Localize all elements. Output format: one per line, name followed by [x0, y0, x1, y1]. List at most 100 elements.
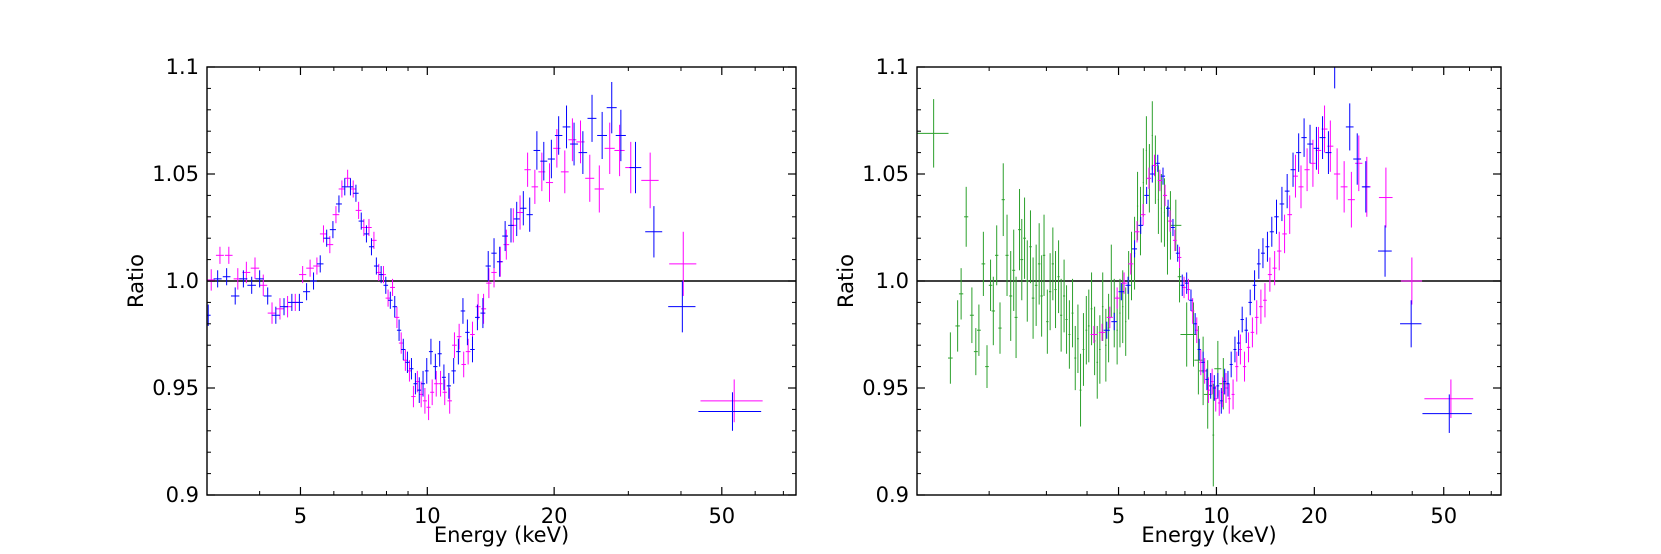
data-point — [1114, 287, 1120, 309]
data-point — [344, 169, 351, 187]
data-point — [1184, 272, 1189, 294]
data-point — [981, 231, 986, 296]
x-tick-label: 5 — [1112, 504, 1125, 528]
data-point — [1189, 289, 1193, 311]
data-point — [1125, 276, 1131, 294]
data-point — [422, 388, 427, 414]
data-point — [1240, 306, 1244, 333]
data-point — [560, 150, 569, 194]
data-point — [452, 332, 457, 359]
data-point — [207, 269, 215, 291]
data-point — [1217, 390, 1221, 416]
data-point — [1128, 253, 1134, 275]
data-point — [371, 231, 377, 249]
data-point — [1145, 116, 1147, 185]
data-point — [415, 370, 420, 393]
data-point — [604, 122, 615, 174]
data-point — [313, 257, 321, 275]
data-point — [1378, 225, 1392, 277]
data-point — [222, 268, 231, 286]
data-point — [1134, 221, 1140, 243]
right-ratio-panel: 0.9 0.95 1.0 1.05 1.1 5 10 20 50 Energy (keV) Rati… — [834, 55, 1502, 547]
data-point — [1267, 257, 1272, 292]
data-point — [1152, 154, 1157, 177]
data-point — [1051, 227, 1054, 301]
x-tick-label: 50 — [708, 504, 735, 528]
data-point — [526, 197, 533, 232]
data-point — [503, 229, 510, 260]
data-point — [1242, 351, 1247, 382]
data-point — [433, 353, 438, 380]
data-point — [1018, 188, 1021, 271]
data-point — [1048, 253, 1052, 331]
data-point — [1265, 231, 1270, 262]
data-point — [486, 268, 492, 299]
data-point — [1057, 240, 1060, 314]
data-point — [995, 225, 999, 286]
data-point — [335, 195, 342, 213]
data-point — [475, 293, 481, 320]
data-point — [247, 276, 256, 294]
y-axis-label: Ratio — [124, 254, 148, 308]
data-point — [255, 270, 264, 288]
data-point — [988, 259, 993, 311]
data-point — [485, 251, 491, 281]
data-point — [1284, 174, 1290, 209]
data-point — [287, 293, 296, 311]
data-point — [1201, 351, 1205, 374]
data-point — [985, 345, 989, 388]
data-point — [1340, 161, 1348, 213]
data-point — [1103, 321, 1110, 339]
data-point — [279, 298, 288, 316]
series-2 — [1103, 67, 1472, 433]
data-point — [1301, 118, 1307, 157]
data-point — [1229, 351, 1233, 378]
data-point — [470, 336, 475, 363]
data-point — [1307, 124, 1313, 164]
data-point — [451, 358, 456, 384]
data-point — [460, 298, 466, 324]
data-point — [303, 283, 311, 301]
data-point — [1023, 197, 1026, 279]
data-point — [347, 178, 354, 196]
data-point — [1290, 152, 1296, 187]
data-points — [917, 67, 1474, 487]
data-point — [1170, 199, 1182, 252]
data-point — [1009, 251, 1013, 341]
data-point — [1197, 338, 1201, 361]
data-point — [1098, 323, 1106, 341]
data-point — [428, 338, 433, 365]
data-point — [1223, 368, 1227, 395]
data-point — [1054, 251, 1057, 329]
data-point — [1261, 238, 1265, 269]
data-point — [606, 81, 617, 134]
data-point — [465, 319, 470, 346]
data-point — [326, 236, 334, 254]
data-point — [1282, 214, 1287, 254]
data-point — [446, 373, 451, 399]
data-point — [1177, 246, 1182, 269]
data-point — [1277, 231, 1282, 271]
data-point — [1400, 257, 1423, 305]
data-point — [1378, 167, 1393, 228]
data-point — [1113, 278, 1115, 348]
data-point — [955, 300, 960, 352]
data-point — [275, 298, 285, 320]
data-point — [250, 257, 260, 279]
data-point — [568, 118, 577, 162]
data-point — [1212, 383, 1215, 487]
data-point — [597, 111, 608, 160]
data-point — [513, 201, 520, 237]
data-point — [263, 287, 272, 305]
data-point — [368, 238, 374, 256]
data-point — [329, 221, 336, 239]
x-axis-label: Energy (keV) — [434, 523, 569, 547]
data-point — [1121, 272, 1127, 294]
data-point — [1144, 186, 1149, 204]
data-point — [508, 208, 514, 243]
data-point — [239, 270, 248, 288]
data-point — [1256, 248, 1261, 279]
data-point — [594, 165, 604, 213]
data-point — [570, 122, 578, 166]
